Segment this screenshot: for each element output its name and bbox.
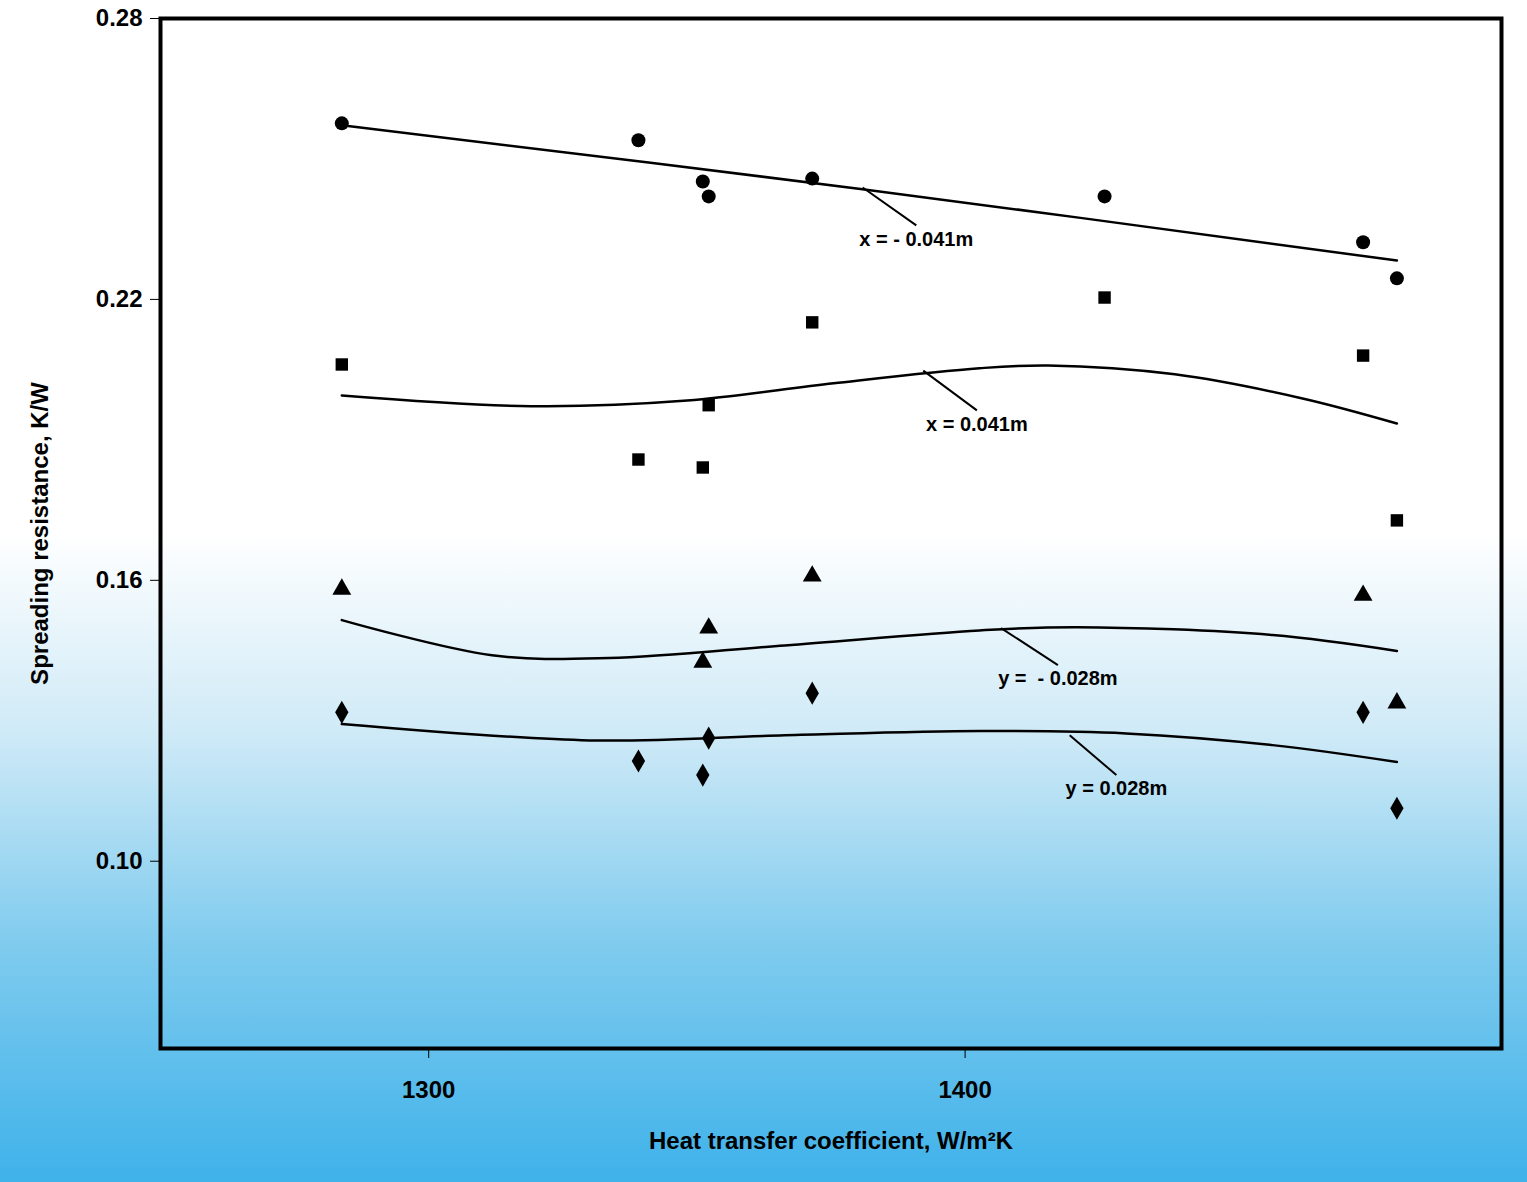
svg-text:Spreading resistance, K/W: Spreading resistance, K/W bbox=[26, 382, 53, 685]
svg-text:0.28: 0.28 bbox=[96, 4, 143, 31]
svg-text:1400: 1400 bbox=[938, 1076, 991, 1103]
svg-text:x = - 0.041m: x = - 0.041m bbox=[859, 228, 973, 250]
svg-text:y = - 0.028m: y = - 0.028m bbox=[998, 667, 1118, 689]
svg-text:x = 0.041m: x = 0.041m bbox=[926, 413, 1028, 435]
svg-text:0.10: 0.10 bbox=[96, 847, 143, 874]
svg-text:1300: 1300 bbox=[402, 1076, 455, 1103]
svg-text:Heat transfer coefficient, W/m: Heat transfer coefficient, W/m²K bbox=[649, 1127, 1014, 1154]
svg-text:y = 0.028m: y = 0.028m bbox=[1065, 777, 1167, 799]
svg-text:0.16: 0.16 bbox=[96, 566, 143, 593]
svg-text:0.22: 0.22 bbox=[96, 285, 143, 312]
